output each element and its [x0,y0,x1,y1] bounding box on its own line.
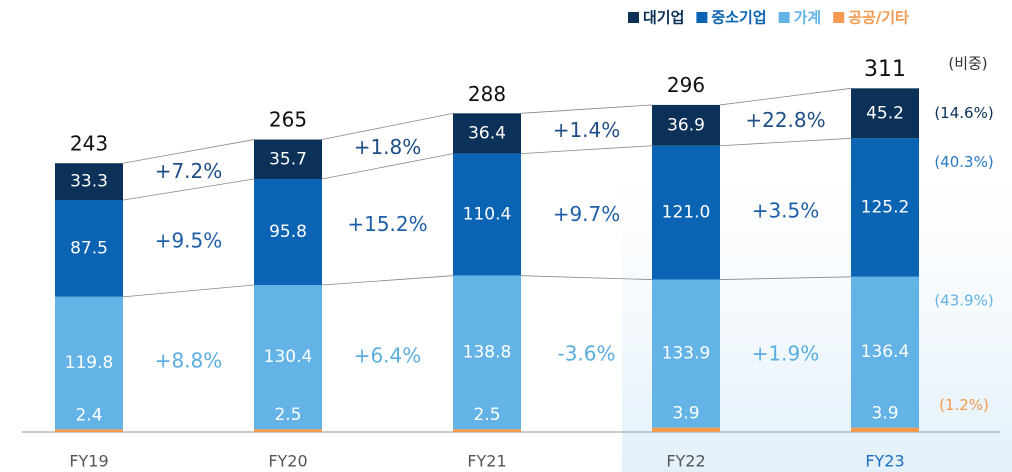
x-tick-label: FY21 [467,452,506,471]
value-label: 87.5 [70,238,108,258]
bar-segment [254,179,322,285]
bar-segment [453,153,521,276]
total-label: 311 [864,57,906,82]
connector-line [321,112,454,140]
growth-label: +1.8% [354,135,422,159]
growth-label: +9.7% [553,202,621,226]
growth-label: -3.6% [557,342,615,366]
bar-segment [851,88,919,139]
connector-line [520,145,653,154]
x-tick-label: FY22 [666,452,705,471]
value-label: 119.8 [65,353,114,373]
value-label: 3.9 [871,404,898,424]
bar-segment [453,113,521,154]
value-label: 3.9 [672,404,699,424]
growth-label: +1.4% [553,118,621,142]
connector-line [719,137,852,147]
bar-segment [254,429,322,432]
growth-label: +6.4% [354,343,422,367]
value-label: 136.4 [861,342,910,362]
bar-segment [55,163,123,201]
legend-label: 가계 [794,9,822,27]
bar-segment [652,279,720,428]
connector-line [321,275,454,286]
connector-line [122,284,255,298]
value-label: 2.5 [274,405,301,425]
legend-swatch [628,12,639,23]
legend-label: 대기업 [643,9,684,27]
value-label: 36.9 [667,115,705,135]
x-tick-label: FY20 [268,452,307,471]
value-label: 138.8 [463,342,512,362]
bar-segment [851,276,919,428]
x-tick-label: FY19 [69,452,108,471]
bar-segment [55,296,123,430]
share-label: (14.6%) [934,104,993,122]
value-label: 121.0 [662,203,711,223]
bar-segment [652,427,720,432]
total-label: 288 [468,82,506,106]
value-label: 36.4 [468,123,506,143]
growth-label: +8.8% [155,349,223,373]
bar-segment [55,200,123,297]
connector-line [520,275,653,280]
connector-line [122,139,255,164]
value-label: 125.2 [861,198,910,218]
legend-label: 공공/기타 [848,9,909,27]
share-label: (43.9%) [934,291,993,309]
bar-segment [652,104,720,146]
value-label: 2.5 [473,405,500,425]
growth-label: +7.2% [155,159,223,183]
growth-label: +3.5% [752,199,820,223]
value-label: 133.9 [662,344,711,364]
bar-segment [652,145,720,280]
connector-line [520,104,653,114]
total-label: 265 [269,107,307,131]
connector-line [719,276,852,280]
bar-segment [55,429,123,432]
connector-line [122,178,255,201]
value-label: 130.4 [264,347,313,367]
connector-line [719,87,852,106]
legend-swatch [696,12,708,23]
value-label: 45.2 [866,103,904,123]
x-tick-label: FY23 [865,452,904,471]
value-label: 2.4 [75,405,102,425]
legend-label: 중소기업 [711,9,766,27]
value-label: 35.7 [269,149,307,169]
bar-segment [453,275,521,430]
share-label: (1.2%) [939,396,989,414]
value-label: 33.3 [70,172,108,192]
legend-swatch [778,12,790,23]
value-label: 95.8 [269,222,307,242]
bar-segment [254,284,322,430]
value-label: 110.4 [463,205,512,225]
growth-label: +15.2% [347,212,427,236]
total-label: 296 [667,73,705,97]
bar-segment [453,429,521,432]
growth-label: +1.9% [752,341,820,365]
share-label: (40.3%) [934,153,993,171]
bar-segment [254,139,322,180]
legend-swatch [833,12,845,23]
growth-label: +9.5% [155,229,223,253]
bar-segment [851,427,919,432]
connector-line [321,153,454,180]
bar-segment [851,138,919,277]
share-header: (비중) [948,55,987,73]
growth-label: +22.8% [745,108,825,132]
total-label: 243 [70,132,108,156]
